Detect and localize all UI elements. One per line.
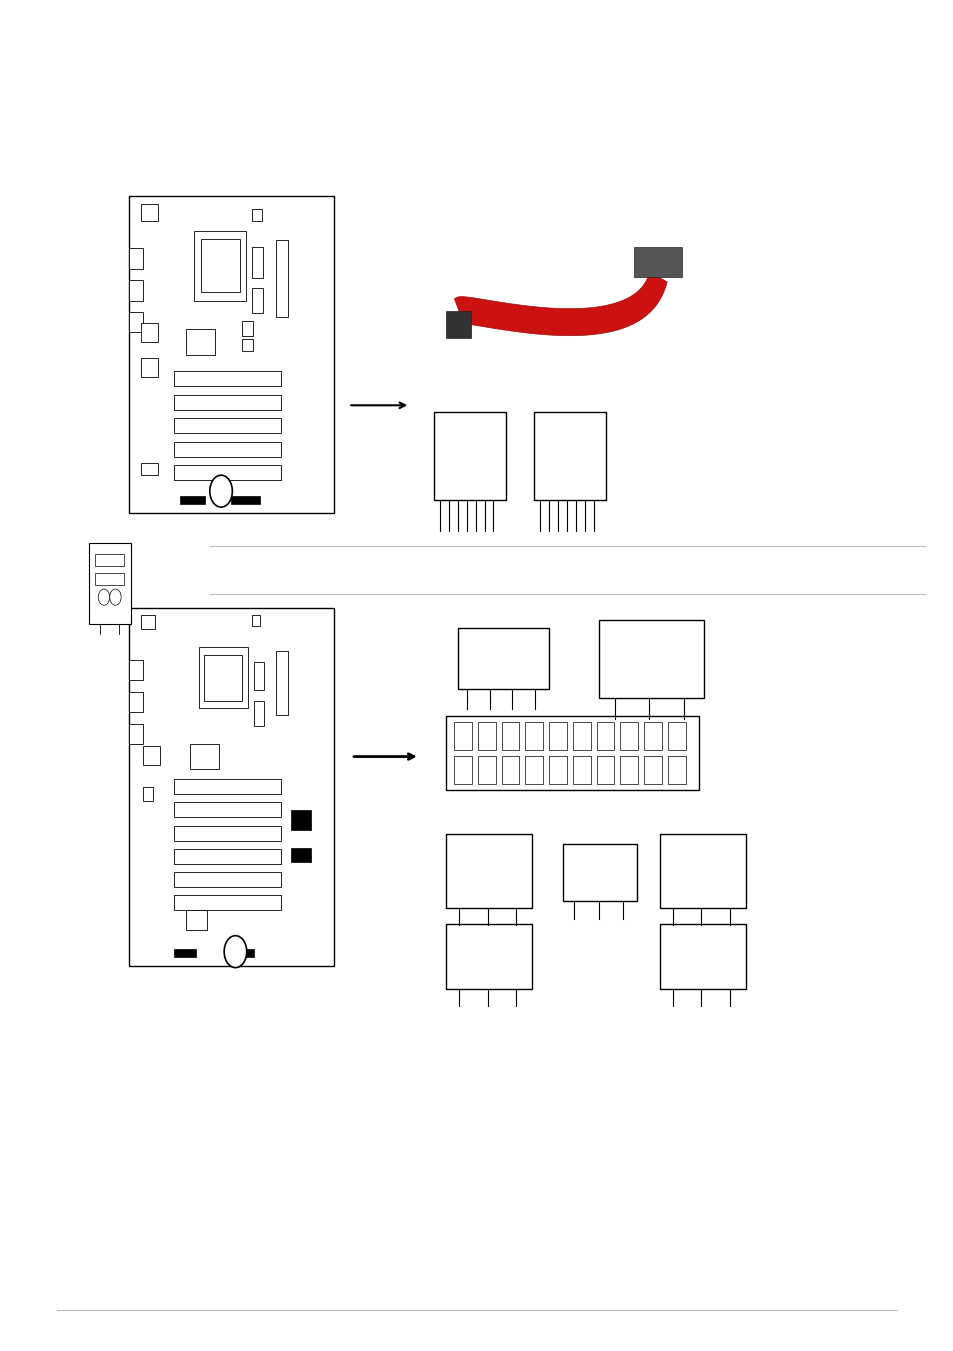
Bar [173,419,280,434]
Bar [562,844,637,901]
Bar [141,358,157,377]
Bar [667,757,685,785]
Bar [95,573,124,585]
Bar [643,721,661,750]
Bar [667,721,685,750]
Bar [291,848,311,862]
Bar [186,330,214,354]
Bar [252,615,260,626]
Bar [446,834,532,908]
Bar [186,911,207,929]
Bar [446,311,471,338]
Bar [190,744,219,769]
Bar [253,662,264,690]
Bar [596,721,614,750]
Bar [173,873,280,888]
Bar [129,692,143,712]
Bar [252,247,263,278]
Bar [141,323,157,342]
Bar [634,247,681,277]
Bar [276,651,288,716]
Bar [253,701,264,725]
Bar [572,721,590,750]
Bar [598,620,703,698]
Circle shape [224,936,247,967]
Bar [173,442,280,457]
Bar [143,786,153,801]
Bar [173,802,280,817]
Bar [252,288,263,313]
Bar [173,896,280,911]
Bar [141,615,155,630]
Bar [525,721,542,750]
Bar [173,848,280,863]
Bar [643,757,661,785]
Bar [143,746,159,766]
Bar [596,757,614,785]
Bar [141,462,157,476]
Bar [446,716,699,790]
Bar [457,628,548,689]
Bar [549,721,566,750]
Bar [659,834,745,908]
Bar [231,496,260,504]
Bar [89,543,131,624]
Bar [194,231,246,301]
Bar [200,239,239,292]
Bar [180,496,205,504]
Bar [572,757,590,785]
Bar [276,240,288,316]
Bar [619,721,638,750]
Bar [659,924,745,989]
Bar [434,412,505,500]
Bar [173,394,280,409]
Bar [252,208,262,222]
Bar [454,757,471,785]
Bar [225,950,253,957]
Polygon shape [454,272,666,335]
Bar [141,204,157,222]
Bar [501,721,518,750]
Bar [129,196,334,513]
Bar [446,924,532,989]
Bar [291,811,311,830]
Bar [204,655,242,701]
Circle shape [110,589,121,605]
Bar [173,780,280,794]
Bar [129,249,143,269]
Bar [173,950,196,957]
Bar [129,280,143,301]
Bar [241,339,253,351]
Bar [454,721,471,750]
Bar [173,825,280,840]
Bar [173,465,280,481]
Bar [619,757,638,785]
Bar [173,372,280,386]
Circle shape [210,476,233,507]
Bar [549,757,566,785]
Bar [129,608,334,966]
Bar [129,312,143,332]
Bar [198,647,248,708]
Bar [501,757,518,785]
Bar [129,724,143,744]
Bar [534,412,605,500]
Bar [241,322,253,335]
Bar [477,721,495,750]
Circle shape [98,589,110,605]
Bar [95,554,124,566]
Bar [129,659,143,680]
Bar [477,757,495,785]
Bar [525,757,542,785]
